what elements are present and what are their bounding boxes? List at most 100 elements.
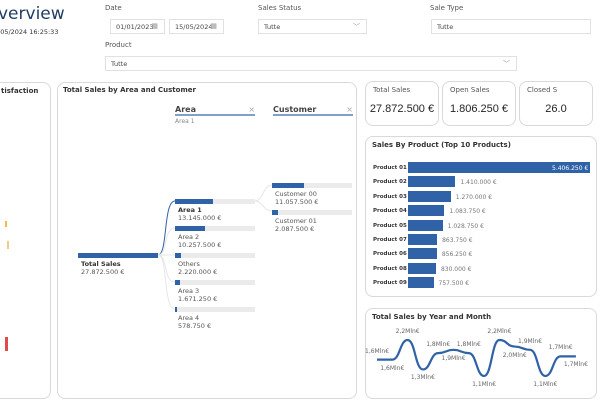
- product-name: Product 02: [373, 179, 407, 186]
- customer-bar-track: [272, 183, 352, 188]
- kpi-title: Closed S: [527, 86, 558, 94]
- product-bar[interactable]: [408, 205, 445, 217]
- data-label: 1,8Mln€: [456, 341, 481, 349]
- chevron-down-icon: ﹀: [503, 60, 510, 68]
- gauge-mark: [5, 337, 8, 351]
- customer-header-label: Customer: [273, 105, 317, 114]
- area-value: 10.257.500 €: [178, 241, 222, 249]
- tree-connectors: [157, 184, 273, 310]
- date-from-input[interactable]: 01/01/2023 ▦: [110, 19, 165, 34]
- area-bar-track: [175, 280, 255, 285]
- product-label: Product: [105, 41, 132, 49]
- gauge-mark: [5, 221, 7, 227]
- area-label: Others: [178, 260, 200, 268]
- product-value: 1.028.750 €: [447, 222, 484, 230]
- gauge-mark: [7, 241, 9, 249]
- data-label: 1,9Mln€: [518, 337, 543, 345]
- data-label: 1,7Mln€: [548, 344, 573, 352]
- area-bar: [175, 307, 177, 312]
- area-bar: [175, 199, 213, 204]
- product-bar[interactable]: [408, 262, 436, 274]
- customer-label: Customer 00: [275, 190, 317, 198]
- sales-status-value: Tutte: [264, 23, 281, 31]
- product-value: 5.406.250 €: [552, 165, 589, 172]
- products-title: Sales By Product (Top 10 Products): [372, 141, 511, 149]
- product-bar[interactable]: [408, 234, 438, 245]
- data-label: 1,1Mln€: [533, 381, 558, 388]
- sales-status-label: Sales Status: [258, 4, 302, 12]
- product-value: 1.083.750 €: [449, 208, 486, 216]
- date-to-input[interactable]: 15/05/2024 ▦: [169, 19, 224, 34]
- product-value: Tutte: [111, 60, 128, 68]
- product-bar[interactable]: [408, 277, 434, 289]
- product-row[interactable]: Product 09 757.500 €: [373, 277, 595, 289]
- product-bar[interactable]: [408, 176, 456, 188]
- area-label: Area 4: [178, 314, 200, 322]
- sale-type-dropdown[interactable]: Tutte: [431, 19, 591, 34]
- product-name: Product 07: [373, 237, 407, 243]
- customer-level-header: Customer ×: [273, 105, 353, 116]
- tree-title: Total Sales by Area and Customer: [63, 86, 196, 94]
- customer-value: 2.087.500 €: [275, 225, 315, 233]
- calendar-icon[interactable]: ▦: [210, 22, 217, 30]
- product-row[interactable]: Product 07 863.750 €: [373, 234, 595, 246]
- calendar-icon[interactable]: ▦: [151, 22, 158, 30]
- last-refresh-timestamp: /05/2024 16:25:33: [0, 28, 59, 36]
- product-value: 1.270.000 €: [455, 193, 493, 201]
- customer-bar-track: [272, 210, 352, 215]
- product-row[interactable]: Product 08 830.000 €: [373, 262, 595, 275]
- kpi-value: 1.806.250 €: [449, 103, 509, 115]
- area-value: 13.145.000 €: [178, 214, 222, 222]
- kpi-title: Open Sales: [450, 86, 490, 94]
- product-name: Product 06: [373, 251, 407, 258]
- satisfaction-card: tisfaction: [0, 82, 51, 399]
- area-header-label: Area: [175, 105, 196, 114]
- data-label: 1,6Mln€: [365, 347, 390, 355]
- area-value: 578.750 €: [178, 322, 212, 330]
- area-bar: [175, 280, 180, 285]
- close-icon[interactable]: ×: [346, 105, 353, 114]
- product-bar[interactable]: [408, 190, 451, 202]
- kpi-title: Total Sales: [373, 86, 411, 94]
- product-bar[interactable]: [408, 248, 437, 260]
- kpi-value: 26.0: [545, 103, 567, 115]
- data-label: 1,7Mln€: [563, 361, 588, 369]
- product-value: 1.410.000 €: [460, 179, 497, 187]
- product-bar[interactable]: [408, 219, 443, 231]
- product-row[interactable]: Product 03 1.270.000 €: [373, 190, 595, 203]
- product-row[interactable]: Product 02 1.410.000 €: [373, 176, 595, 188]
- sales-status-dropdown[interactable]: Tutte ﹀: [258, 19, 367, 34]
- kpi-card: Closed S 26.0: [519, 81, 593, 126]
- data-label: 1,8Mln€: [426, 341, 451, 349]
- kpi-card: Open Sales 1.806.250 €: [442, 81, 516, 126]
- data-label: 2,2Mln€: [487, 328, 512, 335]
- product-name: Product 03: [373, 193, 407, 200]
- sale-type-label: Sale Type: [430, 4, 464, 12]
- area-label: Area 1: [178, 206, 202, 214]
- chevron-down-icon: ﹀: [353, 23, 360, 31]
- page-title: verview: [0, 4, 65, 24]
- product-row[interactable]: Product 06 856.250 €: [373, 248, 595, 260]
- data-label: 1,9Mln€: [441, 354, 466, 362]
- customer-value: 11.057.500 €: [275, 198, 319, 206]
- data-label: 1,6Mln€: [380, 364, 405, 372]
- area-bar-track: [175, 226, 255, 231]
- product-row[interactable]: Product 04 1.083.750 €: [373, 205, 595, 217]
- area-bar-track: [175, 253, 255, 258]
- area-label: Area 2: [178, 233, 200, 241]
- data-label: 2,2Mln€: [395, 328, 420, 335]
- product-bar[interactable]: [408, 162, 590, 173]
- product-row[interactable]: Product 01 5.406.250 €: [373, 162, 595, 174]
- area-bar: [175, 253, 182, 258]
- sale-type-value: Tutte: [437, 23, 454, 31]
- close-icon[interactable]: ×: [248, 105, 255, 114]
- product-dropdown[interactable]: Tutte ﹀: [105, 56, 517, 71]
- data-label: 1,3Mln€: [410, 374, 435, 382]
- area-level-header: Area ×: [175, 105, 255, 116]
- product-value: 863.750 €: [442, 237, 473, 244]
- product-name: Product 01: [373, 165, 407, 171]
- date-from-value: 01/01/2023: [116, 23, 154, 31]
- product-name: Product 09: [373, 280, 407, 287]
- area-bar-track: [175, 307, 255, 312]
- product-row[interactable]: Product 05 1.028.750 €: [373, 219, 595, 232]
